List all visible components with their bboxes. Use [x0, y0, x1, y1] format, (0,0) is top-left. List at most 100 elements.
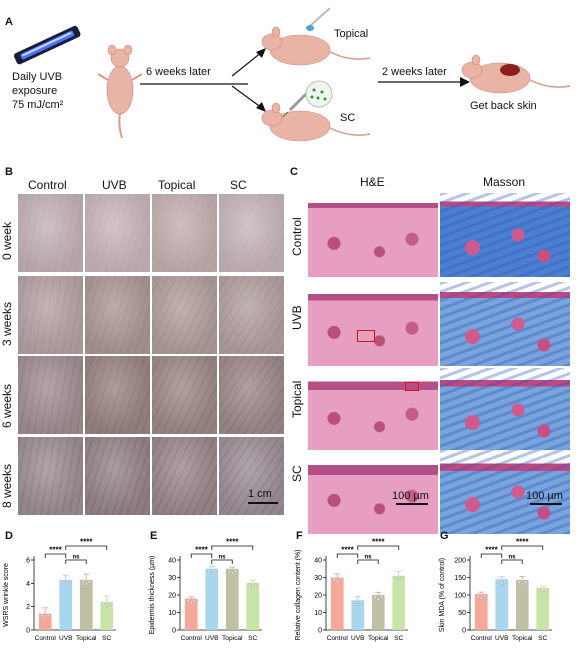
chart-D-ylabel: WSRS wrinkle score: [3, 563, 10, 627]
panel-f-label: F: [296, 530, 303, 542]
chart-G-pt-1-2: [502, 579, 507, 583]
mouse-sc-icon: [261, 102, 371, 142]
chart-G-pt-0-1: [479, 596, 484, 600]
uvb-exposure-text: Daily UVB exposure 75 mJ/cm²: [12, 71, 64, 111]
chart-F-xlabel-0: Control: [327, 635, 349, 642]
skin-photo-3-3: [218, 436, 285, 516]
chart-E-pt-2-0: [227, 568, 232, 572]
c-row-2: Topical: [290, 380, 304, 418]
chart-G-sig-bracket-0: [480, 553, 503, 558]
c-col-masson: Masson: [483, 175, 526, 189]
panel-c-label: C: [290, 166, 298, 178]
chart-D-pt-1-2: [66, 579, 71, 584]
chart-G-pt-2-0: [517, 580, 522, 584]
chart-F-pt-2-0: [373, 595, 378, 599]
masson-image-3: [440, 450, 570, 534]
chart-D-pt-0-2: [46, 613, 51, 617]
chart-D-pt-3-2: [107, 602, 112, 606]
chart-E-sig-bracket-2: [211, 545, 254, 550]
chart-D-ytick-label-3: 6: [26, 558, 30, 565]
chart-D-xlabel-0: Control: [35, 635, 57, 642]
petri-dish-icon: [305, 80, 333, 108]
chart-D-bar-0: [38, 613, 52, 630]
chart-D-sig-bracket-0: [44, 553, 67, 558]
he-image-2: [308, 368, 438, 452]
he-image-3: [308, 450, 438, 534]
b-row-1: 3 weeks: [0, 301, 14, 346]
chart-G-ytick-label-4: 200: [454, 558, 466, 565]
chart-D-sig-bracket-2: [65, 545, 108, 550]
skin-photo-1-0: [17, 275, 84, 355]
chart-E-ytick-label-0: 0: [172, 628, 176, 635]
skin-photo-1-2: [151, 275, 218, 355]
chart-D-pt-2-2: [87, 579, 92, 584]
b-col-uvb: UVB: [102, 178, 127, 192]
b-row-3: 8 weeks: [0, 463, 14, 508]
chart-D-xlabel-2: Topical: [76, 635, 97, 642]
panel-e-label: E: [150, 530, 158, 542]
topical-highlight-box: [405, 382, 419, 391]
chart-G-ylabel: Skin MDA (% of control): [439, 558, 446, 632]
b-col-topical: Topical: [158, 178, 196, 192]
skin-photo-3-0: [17, 436, 84, 516]
masson-image-0: [440, 193, 570, 277]
chart-D-pt-2-1: [84, 581, 89, 586]
chart-D-sig-label-1: ns: [72, 555, 80, 561]
chart-E-pt-2-1: [230, 570, 235, 574]
chart-F-sig-label-2: ****: [372, 538, 385, 547]
chart-D-pt-1-0: [60, 579, 65, 584]
c-row-0: Control: [290, 217, 304, 256]
chart-E-ytick-label-2: 20: [168, 593, 176, 600]
chart-D-bar-1: [59, 579, 73, 630]
chart-E-xlabel-2: Topical: [222, 635, 243, 642]
chart-F-pt-2-2: [379, 595, 384, 599]
chart-G-ytick-label-1: 50: [458, 610, 466, 617]
chart-G-pt-3-2: [543, 588, 548, 592]
arrow-2-weeks-label: 2 weeks later: [382, 66, 447, 78]
chart-E-xlabel-0: Control: [181, 635, 203, 642]
mouse-topical-icon: [261, 26, 371, 66]
skin-photo-0-2: [151, 193, 218, 273]
chart-F-ytick-label-2: 20: [314, 593, 322, 600]
mouse-upright-icon: [97, 44, 143, 139]
chart-G-pt-1-1: [499, 581, 504, 585]
chart-D-pt-0-0: [40, 613, 45, 617]
chart-F-pt-0-2: [338, 577, 343, 581]
chart-G-bar-2: [515, 579, 529, 630]
masson-scale-label: 100 µm: [526, 490, 563, 502]
chart-F-ytick-label-3: 30: [314, 575, 322, 582]
chart-E-pt-3-1: [250, 584, 255, 588]
chart-G-sig-label-0: ****: [485, 546, 498, 555]
chart-G-xlabel-1: UVB: [495, 635, 509, 642]
chart-F-pt-3-1: [396, 577, 401, 581]
chart-F-pt-2-1: [376, 597, 381, 601]
back-skin-patch: [500, 64, 520, 76]
skin-photo-2-1: [84, 355, 151, 435]
chart-E-ytick-label-3: 30: [168, 575, 176, 582]
arrow-6-weeks-label: 6 weeks later: [146, 66, 211, 78]
chart-D-sig-label-0: ****: [49, 546, 62, 555]
masson-image-2: [440, 368, 570, 452]
chart-F-ylabel: Relative collagen content (%): [295, 549, 302, 640]
chart-G-ytick-label-2: 100: [454, 593, 466, 600]
panel-a-label: A: [5, 16, 13, 28]
chart-E-bar-1: [205, 568, 219, 630]
b-row-2: 6 weeks: [0, 383, 14, 428]
chart-G-pt-2-1: [520, 582, 525, 586]
chart-G-bar-0: [474, 593, 488, 630]
chart-G-bar-1: [495, 579, 509, 630]
chart-F-ytick-label-0: 0: [318, 628, 322, 635]
syringe-icon: [282, 90, 310, 118]
he-scale-bar: [396, 503, 428, 505]
chart-E-pt-1-0: [206, 568, 211, 572]
topical-label: Topical: [334, 28, 369, 40]
chart-D-ytick-label-0: 0: [26, 628, 30, 635]
chart-F-ytick-label-1: 10: [314, 610, 322, 617]
chart-F-sig-bracket-1: [357, 559, 379, 564]
chart-D-pt-0-1: [43, 615, 48, 619]
he-image-0: [308, 193, 438, 277]
chart-D-sig-label-2: ****: [80, 538, 93, 547]
chart-G-xlabel-2: Topical: [512, 635, 533, 642]
chart-E-pt-3-0: [247, 582, 252, 586]
chart-D-bar-2: [79, 579, 93, 630]
